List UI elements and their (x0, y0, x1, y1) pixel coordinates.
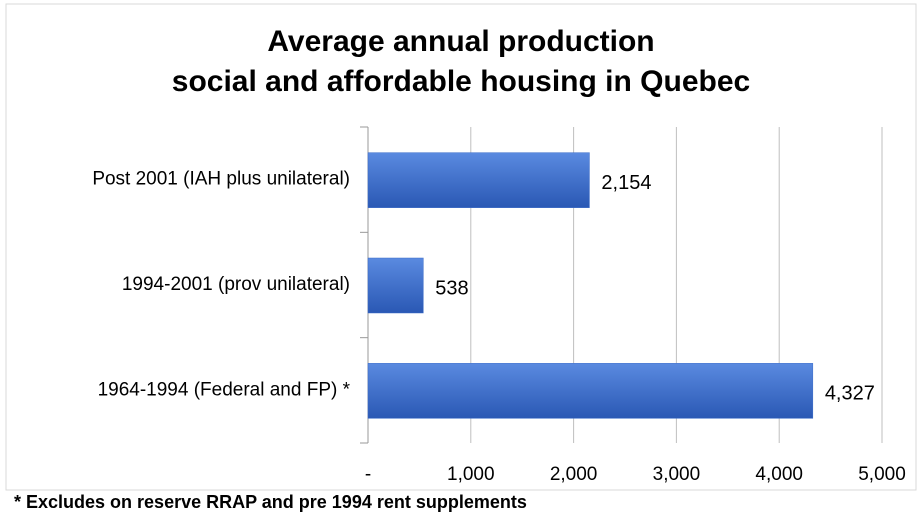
bar (367, 363, 814, 419)
y-tick-label: Post 2001 (IAH plus unilateral) (92, 169, 350, 190)
data-label: 2,154 (601, 172, 651, 194)
x-tick-label: 1,000 (447, 464, 495, 485)
chart-title: social and affordable housing in Quebec (172, 65, 750, 98)
data-label: 4,327 (825, 383, 875, 405)
bar (367, 152, 590, 208)
y-tick-label: 1994-2001 (prov unilateral) (122, 274, 350, 295)
x-tick-label: 4,000 (755, 464, 803, 485)
x-tick-label: 3,000 (653, 464, 701, 485)
y-tick-label: 1964-1994 (Federal and FP) * (98, 379, 351, 400)
footnote: * Excludes on reserve RRAP and pre 1994 … (14, 492, 527, 512)
x-tick-label: 5,000 (858, 464, 906, 485)
plot: Post 2001 (IAH plus unilateral) 2,154 1994… (92, 152, 875, 419)
x-tick-label: 2,000 (550, 464, 598, 485)
chart-title: Average annual production (267, 25, 654, 58)
bar (367, 257, 424, 314)
chart-frame (5, 3, 917, 491)
x-tick-label: - (365, 464, 371, 485)
data-label: 538 (435, 277, 468, 299)
